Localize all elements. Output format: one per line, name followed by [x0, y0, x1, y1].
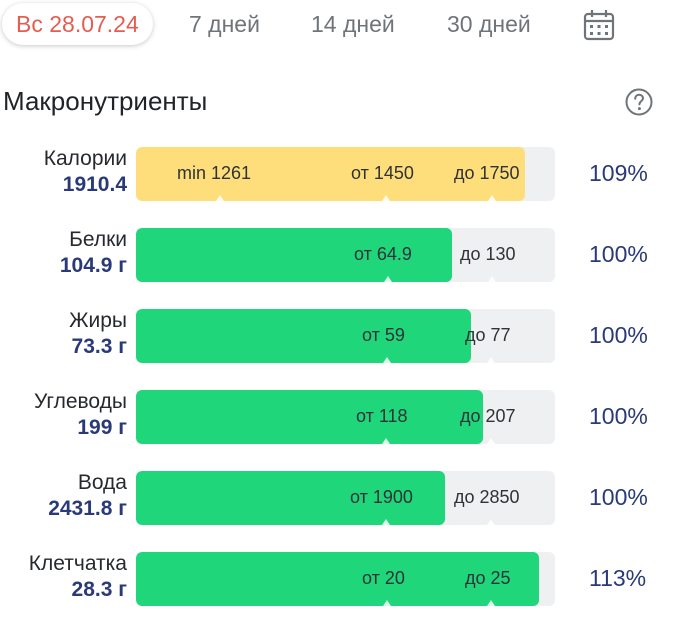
threshold-tick: [488, 195, 496, 201]
macro-row: Клетчатка 28.3 г от 20 до 25 113%: [0, 551, 680, 607]
threshold-label: до 207: [460, 406, 516, 426]
progress-track: от 20 до 25: [136, 552, 555, 606]
progress-fill: [136, 390, 483, 444]
progress-track: от 59 до 77: [136, 309, 555, 363]
progress-track: от 1900 до 2850: [136, 471, 555, 525]
macro-label: Белки: [69, 228, 127, 251]
macro-value: 2431.8 г: [48, 497, 127, 520]
progress-fill: [136, 552, 539, 606]
macro-label: Клетчатка: [28, 552, 127, 575]
macro-row: Жиры 73.3 г от 59 до 77 100%: [0, 308, 680, 364]
calendar-icon[interactable]: [583, 9, 615, 41]
threshold-tick: [487, 357, 495, 363]
percent-value: 100%: [589, 484, 648, 510]
progress-track: от 118 до 207: [136, 390, 555, 444]
percent-value: 109%: [589, 160, 648, 186]
threshold-label: от 118: [356, 406, 408, 426]
threshold-label: до 1750: [454, 163, 520, 183]
progress-fill: [136, 309, 471, 363]
threshold-label: до 130: [460, 244, 516, 264]
threshold-label: от 59: [362, 325, 405, 345]
macro-row: Вода 2431.8 г от 1900 до 2850 100%: [0, 470, 680, 526]
progress-fill: [136, 471, 445, 525]
threshold-tick: [383, 357, 391, 363]
progress-fill: [136, 147, 525, 201]
threshold-tick: [382, 519, 390, 525]
percent-value: 100%: [589, 322, 648, 348]
threshold-label: от 20: [362, 568, 405, 588]
tab-14-days[interactable]: 14 дней: [311, 11, 395, 37]
percent-value: 100%: [589, 241, 648, 267]
progress-fill: [136, 228, 452, 282]
threshold-tick: [216, 195, 224, 201]
percent-value: 100%: [589, 403, 648, 429]
macro-label: Калории: [43, 147, 127, 170]
macro-value: 28.3 г: [71, 578, 127, 601]
tab-30-days[interactable]: 30 дней: [447, 11, 531, 37]
macro-value: 73.3 г: [71, 335, 127, 358]
help-circle-icon[interactable]: [625, 88, 653, 116]
threshold-tick: [384, 276, 392, 282]
threshold-label: min 1261: [177, 163, 252, 183]
threshold-label: от 1900: [350, 487, 413, 507]
macro-value: 1910.4: [62, 173, 127, 196]
threshold-label: до 25: [465, 568, 511, 588]
period-tabs: Вс 28.07.24 7 дней 14 дней 30 дней: [0, 0, 680, 50]
threshold-label: до 2850: [454, 487, 520, 507]
macro-value: 199 г: [77, 416, 127, 439]
macro-label: Жиры: [69, 309, 127, 332]
threshold-label: до 77: [465, 325, 511, 345]
threshold-label: от 1450: [351, 163, 414, 183]
macro-row: Углеводы 199 г от 118 до 207 100%: [0, 389, 680, 445]
macro-value: 104.9 г: [59, 254, 127, 277]
macro-label: Вода: [77, 471, 127, 494]
macro-row: Калории 1910.4 min 1261 от 1450 до 1750 109%: [0, 146, 680, 202]
section-title: Макронутриенты: [3, 86, 208, 116]
threshold-tick: [487, 600, 495, 606]
progress-track: от 64.9 до 130: [136, 228, 555, 282]
percent-value: 113%: [589, 565, 647, 591]
threshold-tick: [383, 600, 391, 606]
macro-label: Углеводы: [33, 390, 127, 413]
threshold-tick: [487, 519, 495, 525]
threshold-tick: [382, 195, 390, 201]
tab-selected-date[interactable]: Вс 28.07.24: [2, 3, 153, 45]
threshold-tick: [488, 276, 496, 282]
threshold-tick: [382, 438, 390, 444]
threshold-label: от 64.9: [354, 244, 412, 264]
threshold-tick: [487, 438, 495, 444]
progress-track: min 1261 от 1450 до 1750: [136, 147, 555, 201]
tab-7-days[interactable]: 7 дней: [189, 11, 260, 37]
macro-row: Белки 104.9 г от 64.9 до 130 100%: [0, 227, 680, 283]
